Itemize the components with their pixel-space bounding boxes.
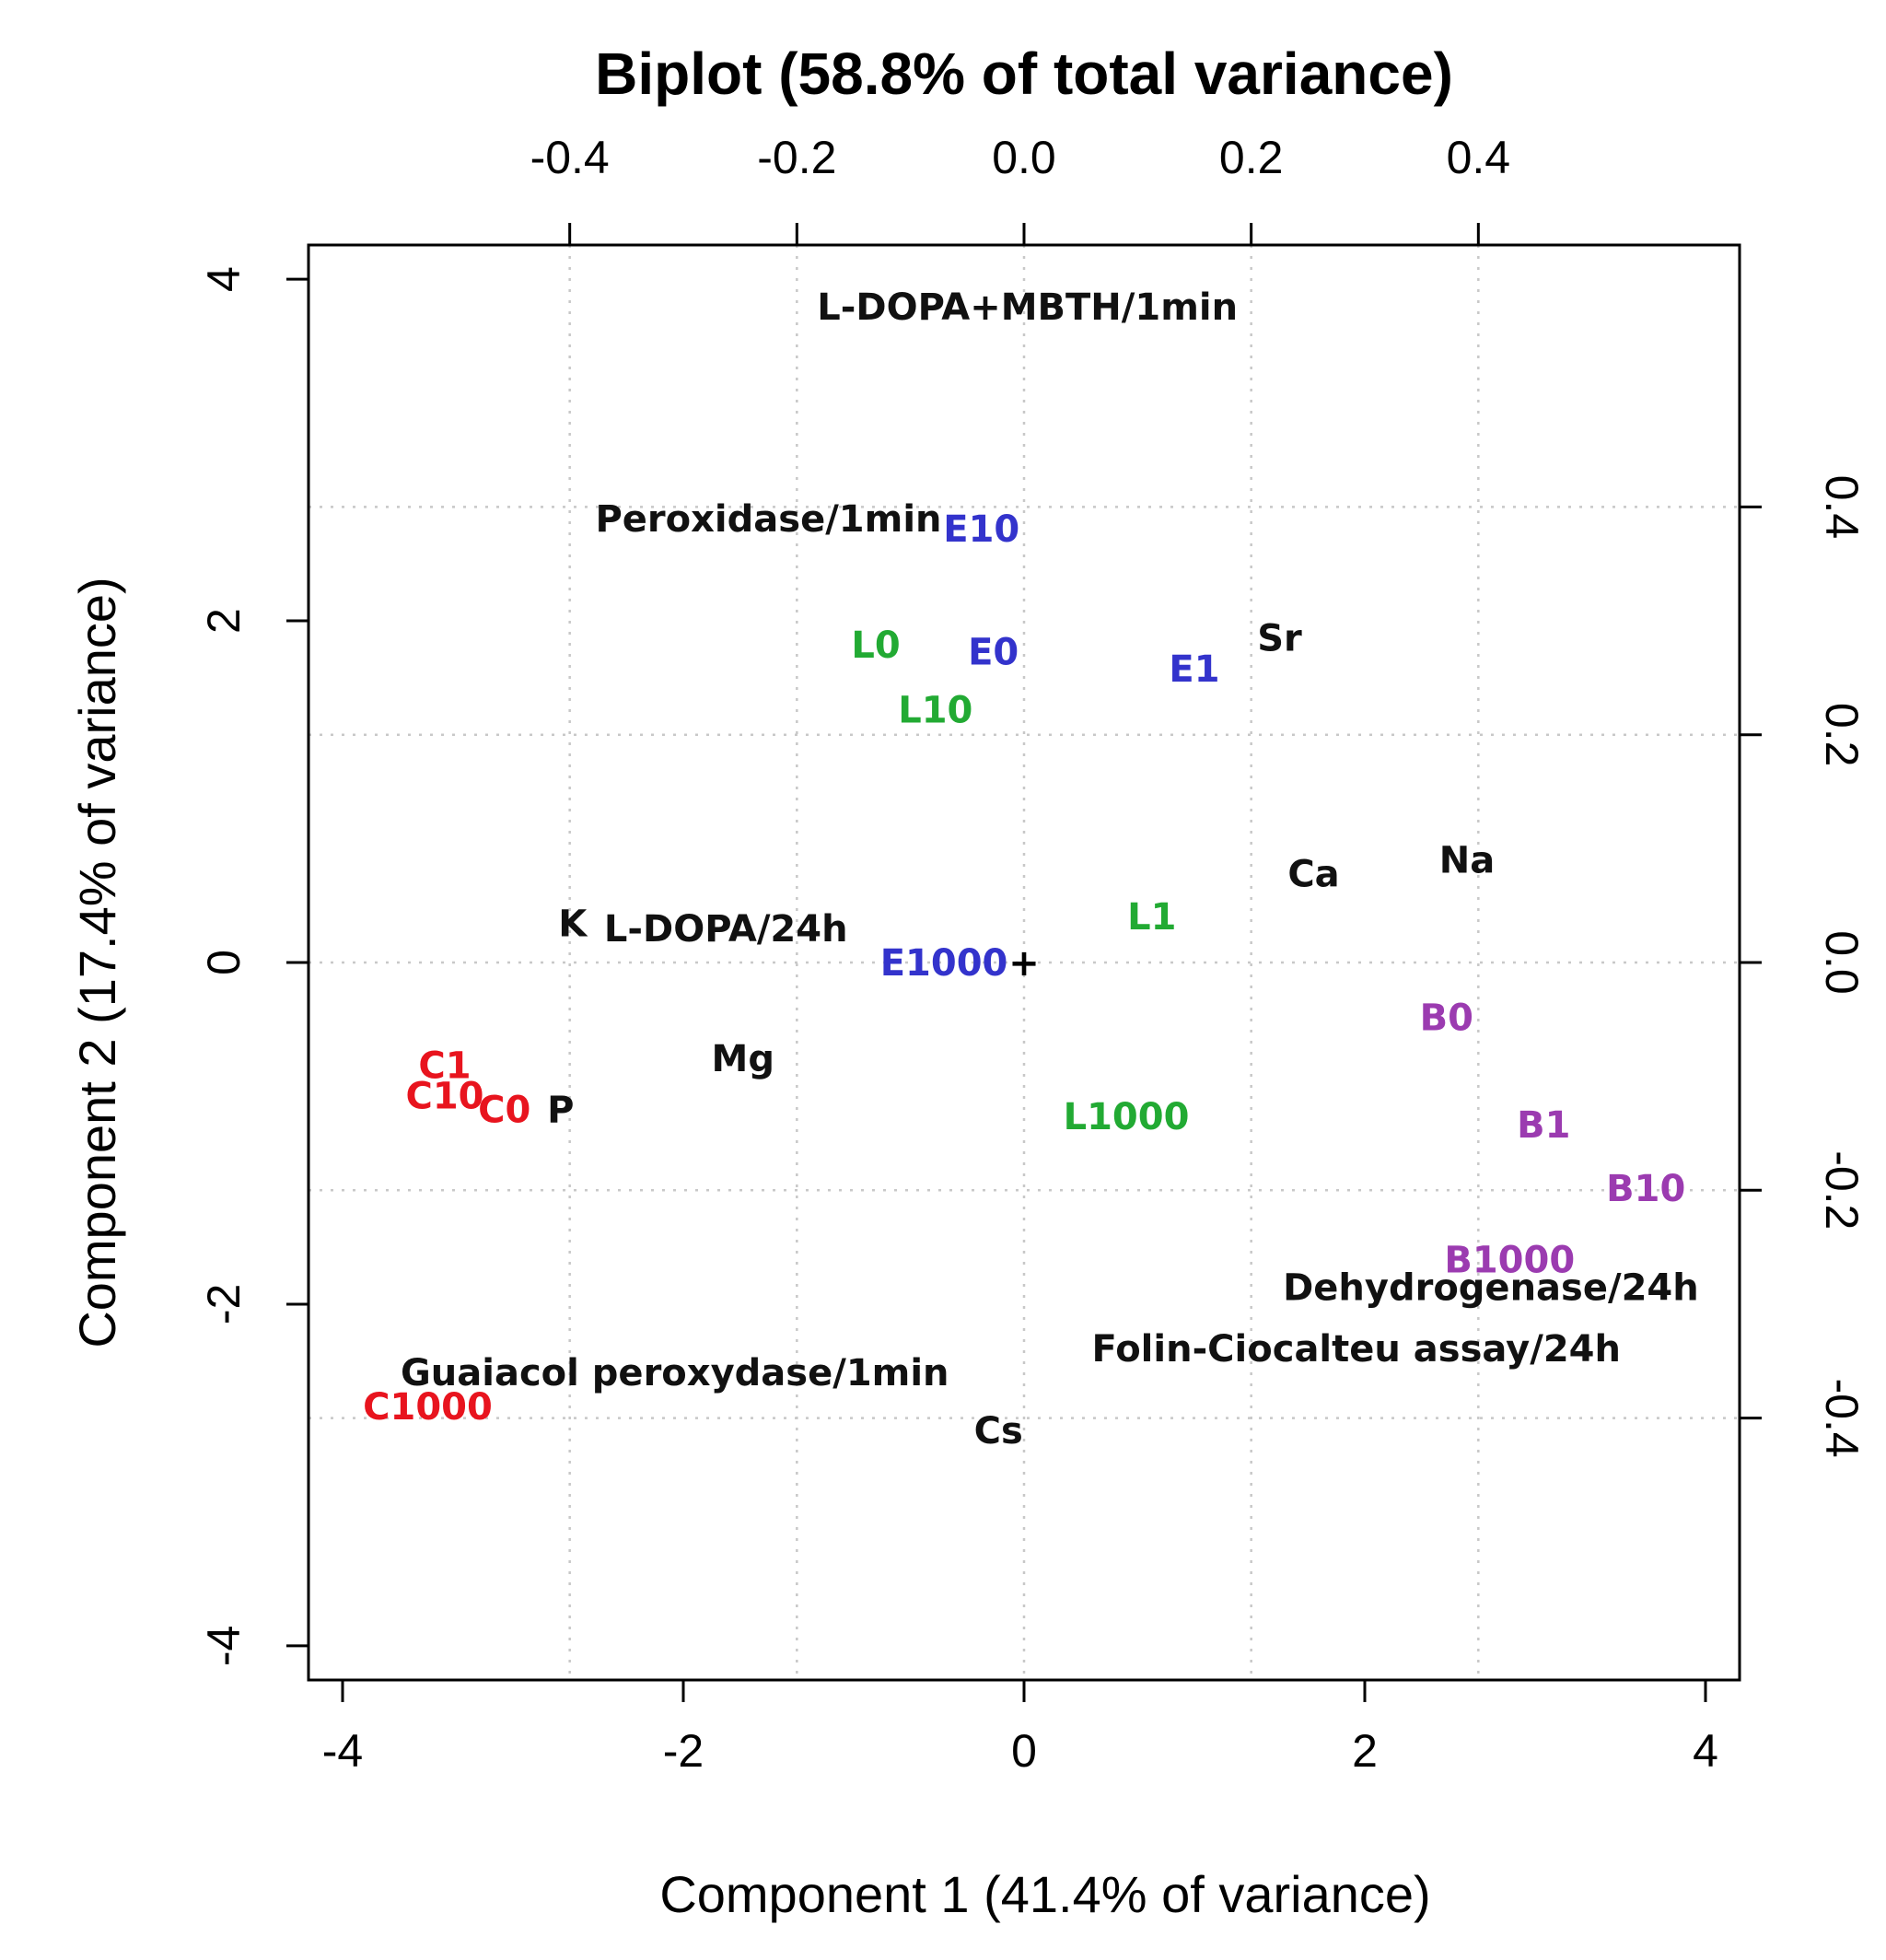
y-axis-title: Component 2 (17.4% of variance) xyxy=(68,577,126,1348)
top-tick-label: -0.4 xyxy=(530,132,610,183)
top-tick-label: -0.2 xyxy=(757,132,836,183)
variable-label: Ca xyxy=(1287,854,1339,896)
sample-label: L10 xyxy=(898,689,972,731)
sample-label: E10 xyxy=(943,508,1019,551)
variable-label: Guaiacol peroxydase/1min xyxy=(401,1352,949,1394)
top-tick-label: 0.2 xyxy=(1219,132,1284,183)
x-tick-label: -4 xyxy=(322,1725,363,1777)
variable-label: Mg xyxy=(712,1038,774,1080)
axes: -4 -2 0 2 4 -4 -2 0 2 4 -0.4 -0.2 0.0 0.2 0.4 -0.4 -0.2 0… xyxy=(198,132,1868,1777)
right-tick-label: 0.0 xyxy=(1816,930,1868,995)
sample-label: E0 xyxy=(968,631,1019,673)
right-tick-label: 0.4 xyxy=(1816,475,1868,540)
right-tick-label: -0.4 xyxy=(1816,1379,1868,1458)
sample-label: B0 xyxy=(1420,997,1473,1039)
variable-label: Folin-Ciocalteu assay/24h xyxy=(1092,1328,1622,1371)
x-tick-label: 4 xyxy=(1693,1725,1718,1777)
sample-label: E1 xyxy=(1169,648,1219,691)
variable-label: Na xyxy=(1439,840,1495,882)
sample-label: E1000 xyxy=(880,942,1008,985)
grid-lines xyxy=(309,245,1740,1680)
variable-label: K xyxy=(558,903,588,945)
origin-marker: + xyxy=(1008,942,1040,985)
y-tick-label: -2 xyxy=(198,1284,250,1324)
sample-label: C1 xyxy=(418,1044,471,1087)
x-tick-label: 2 xyxy=(1352,1725,1378,1777)
x-tick-label: 0 xyxy=(1011,1725,1037,1777)
sample-label: L1000 xyxy=(1064,1096,1190,1138)
sample-label: L0 xyxy=(851,624,900,667)
right-tick-label: 0.2 xyxy=(1816,703,1868,767)
x-tick-label: -2 xyxy=(663,1725,704,1777)
top-tick-label: 0.4 xyxy=(1447,132,1511,183)
y-tick-label: 4 xyxy=(198,266,250,292)
variable-label: Cs xyxy=(974,1410,1023,1452)
sample-label: C10 xyxy=(405,1076,483,1118)
top-tick-label: 0.0 xyxy=(992,132,1056,183)
variable-label: P xyxy=(547,1090,574,1132)
y-tick-label: 2 xyxy=(198,608,250,634)
variable-label: Peroxidase/1min xyxy=(595,498,941,541)
y-tick-label: -4 xyxy=(198,1626,250,1666)
chart-title: Biplot (58.8% of total variance) xyxy=(595,41,1453,107)
sample-label: B1000 xyxy=(1444,1240,1575,1282)
sample-label: C1000 xyxy=(363,1386,493,1429)
variable-label: Sr xyxy=(1257,618,1302,660)
sample-label: L1 xyxy=(1127,896,1176,939)
sample-label: B1 xyxy=(1517,1104,1570,1147)
variable-label: L-DOPA+MBTH/1min xyxy=(817,286,1238,329)
y-tick-label: 0 xyxy=(198,950,250,975)
variable-label: L-DOPA/24h xyxy=(604,908,848,951)
x-axis-title: Component 1 (41.4% of variance) xyxy=(659,1865,1430,1923)
right-tick-label: -0.2 xyxy=(1816,1150,1868,1230)
sample-label: B10 xyxy=(1606,1168,1685,1210)
variable-label: Dehydrogenase/24h xyxy=(1283,1266,1699,1309)
sample-label: C0 xyxy=(478,1090,530,1132)
